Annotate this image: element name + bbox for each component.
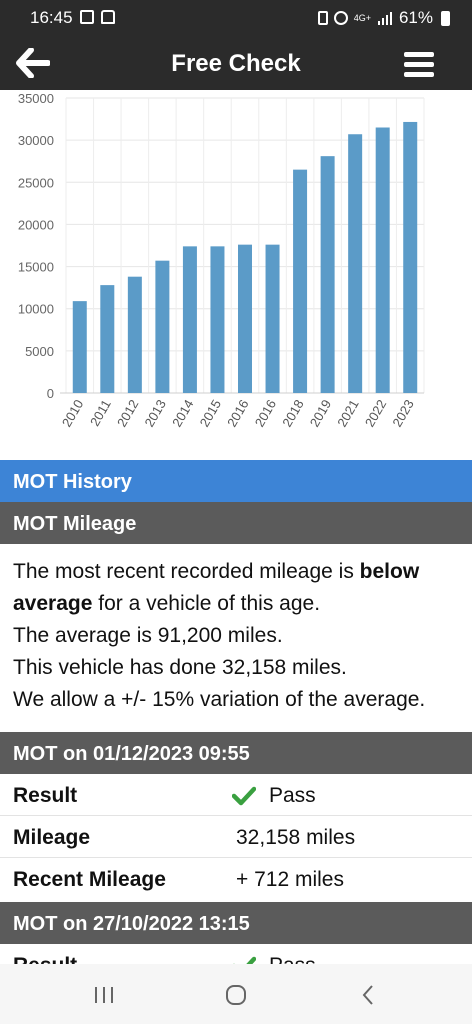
x-tick-label: 2018 bbox=[279, 397, 306, 430]
gallery-notification-icon bbox=[80, 10, 94, 24]
result-label: Result bbox=[13, 784, 78, 807]
summary-text: The most recent recorded mileage is bbox=[13, 560, 360, 583]
recent-mileage-label: Recent Mileage bbox=[13, 868, 166, 891]
mot-2-header: MOT on 27/10/2022 13:15 bbox=[0, 902, 472, 944]
y-tick-label: 25000 bbox=[18, 175, 54, 190]
pass-check-icon bbox=[232, 956, 256, 964]
mot-1-header: MOT on 01/12/2023 09:55 bbox=[0, 732, 472, 774]
chart-bar[interactable] bbox=[155, 260, 170, 393]
y-tick-label: 10000 bbox=[18, 302, 54, 317]
network-type: 4G+ bbox=[353, 12, 371, 23]
chart-bar[interactable] bbox=[348, 134, 363, 393]
mot-1-result-row: Result Pass bbox=[0, 774, 472, 816]
summary-emphasis: below average bbox=[13, 560, 420, 615]
x-tick-label: 2016 bbox=[224, 397, 251, 430]
y-tick-label: 0 bbox=[47, 386, 54, 401]
recent-mileage-value: + 712 miles bbox=[236, 868, 344, 891]
mot-1-recent-mileage-row: Recent Mileage + 712 miles bbox=[0, 858, 472, 900]
chart-bar[interactable] bbox=[238, 244, 252, 393]
chart-bar[interactable] bbox=[182, 246, 197, 393]
x-tick-label: 2023 bbox=[389, 397, 416, 430]
result-value: Pass bbox=[269, 954, 316, 964]
x-tick-label: 2013 bbox=[142, 397, 169, 430]
x-tick-label: 2016 bbox=[252, 397, 279, 430]
mot-history-header[interactable]: MOT History bbox=[0, 460, 472, 502]
chart-bar[interactable] bbox=[265, 244, 280, 393]
chart-bar[interactable] bbox=[320, 156, 335, 393]
average-mileage-line: The average is 91,200 miles. bbox=[13, 624, 283, 647]
x-tick-label: 2010 bbox=[59, 397, 86, 430]
pass-check-icon bbox=[232, 786, 256, 806]
chart-bar[interactable] bbox=[100, 285, 115, 393]
menu-line bbox=[404, 72, 434, 77]
x-tick-label: 2019 bbox=[307, 397, 334, 430]
chart-bar[interactable] bbox=[403, 121, 418, 393]
mileage-chart: 0 5000 10000 15000 20000 25000 30000 35000 2010 2… bbox=[0, 90, 472, 460]
x-tick-label: 2011 bbox=[87, 397, 114, 429]
battery-saver-icon bbox=[317, 11, 328, 25]
x-tick-label: 2015 bbox=[197, 397, 224, 430]
signal-icon bbox=[377, 12, 392, 25]
shop-notification-icon bbox=[101, 10, 115, 24]
chart-bar[interactable] bbox=[127, 276, 142, 393]
x-tick-label: 2022 bbox=[362, 397, 389, 430]
app-header: Free Check bbox=[0, 36, 472, 90]
variation-line: We allow a +/- 15% variation of the aver… bbox=[13, 688, 426, 711]
y-tick-label: 20000 bbox=[18, 217, 54, 232]
battery-icon bbox=[441, 10, 450, 26]
summary-text: for a vehicle of this age. bbox=[92, 592, 321, 615]
recent-apps-icon[interactable] bbox=[91, 982, 117, 1008]
mot-2-result-row: Result Pass bbox=[0, 944, 472, 964]
menu-icon[interactable] bbox=[404, 52, 434, 78]
menu-line bbox=[404, 52, 434, 57]
chart-bar[interactable] bbox=[293, 169, 308, 393]
mileage-label: Mileage bbox=[13, 826, 91, 849]
x-tick-label: 2021 bbox=[334, 397, 361, 430]
chart-bar[interactable] bbox=[375, 127, 390, 394]
y-tick-label: 30000 bbox=[18, 133, 54, 148]
x-tick-label: 2014 bbox=[169, 397, 196, 430]
y-tick-label: 15000 bbox=[18, 260, 54, 275]
alarm-icon bbox=[333, 11, 348, 25]
chart-bar[interactable] bbox=[72, 301, 87, 393]
back-arrow-icon[interactable] bbox=[16, 48, 50, 78]
status-time: 16:45 bbox=[30, 8, 73, 27]
mileage-summary: The most recent recorded mileage is belo… bbox=[13, 556, 463, 716]
mot-mileage-header: MOT Mileage bbox=[0, 502, 472, 544]
menu-line bbox=[404, 62, 434, 67]
chart-bar[interactable] bbox=[210, 246, 225, 393]
mot-1-mileage-row: Mileage 32,158 miles bbox=[0, 816, 472, 858]
y-tick-label: 5000 bbox=[25, 344, 54, 359]
battery-level: 61% bbox=[398, 8, 433, 27]
back-nav-icon[interactable] bbox=[356, 982, 382, 1008]
mileage-value: 32,158 miles bbox=[236, 826, 356, 849]
system-nav-bar bbox=[0, 964, 472, 1024]
mileage-summary-line-1: The most recent recorded mileage is belo… bbox=[13, 556, 463, 620]
status-bar: 16:45 4G+ 61% bbox=[0, 0, 472, 36]
page-title: Free Check bbox=[171, 50, 301, 77]
result-label: Result bbox=[13, 954, 77, 964]
y-tick-label: 35000 bbox=[18, 91, 54, 106]
vehicle-mileage-line: This vehicle has done 32,158 miles. bbox=[13, 656, 347, 679]
home-icon[interactable] bbox=[223, 982, 249, 1008]
result-value: Pass bbox=[269, 784, 316, 807]
x-tick-label: 2012 bbox=[114, 397, 141, 430]
